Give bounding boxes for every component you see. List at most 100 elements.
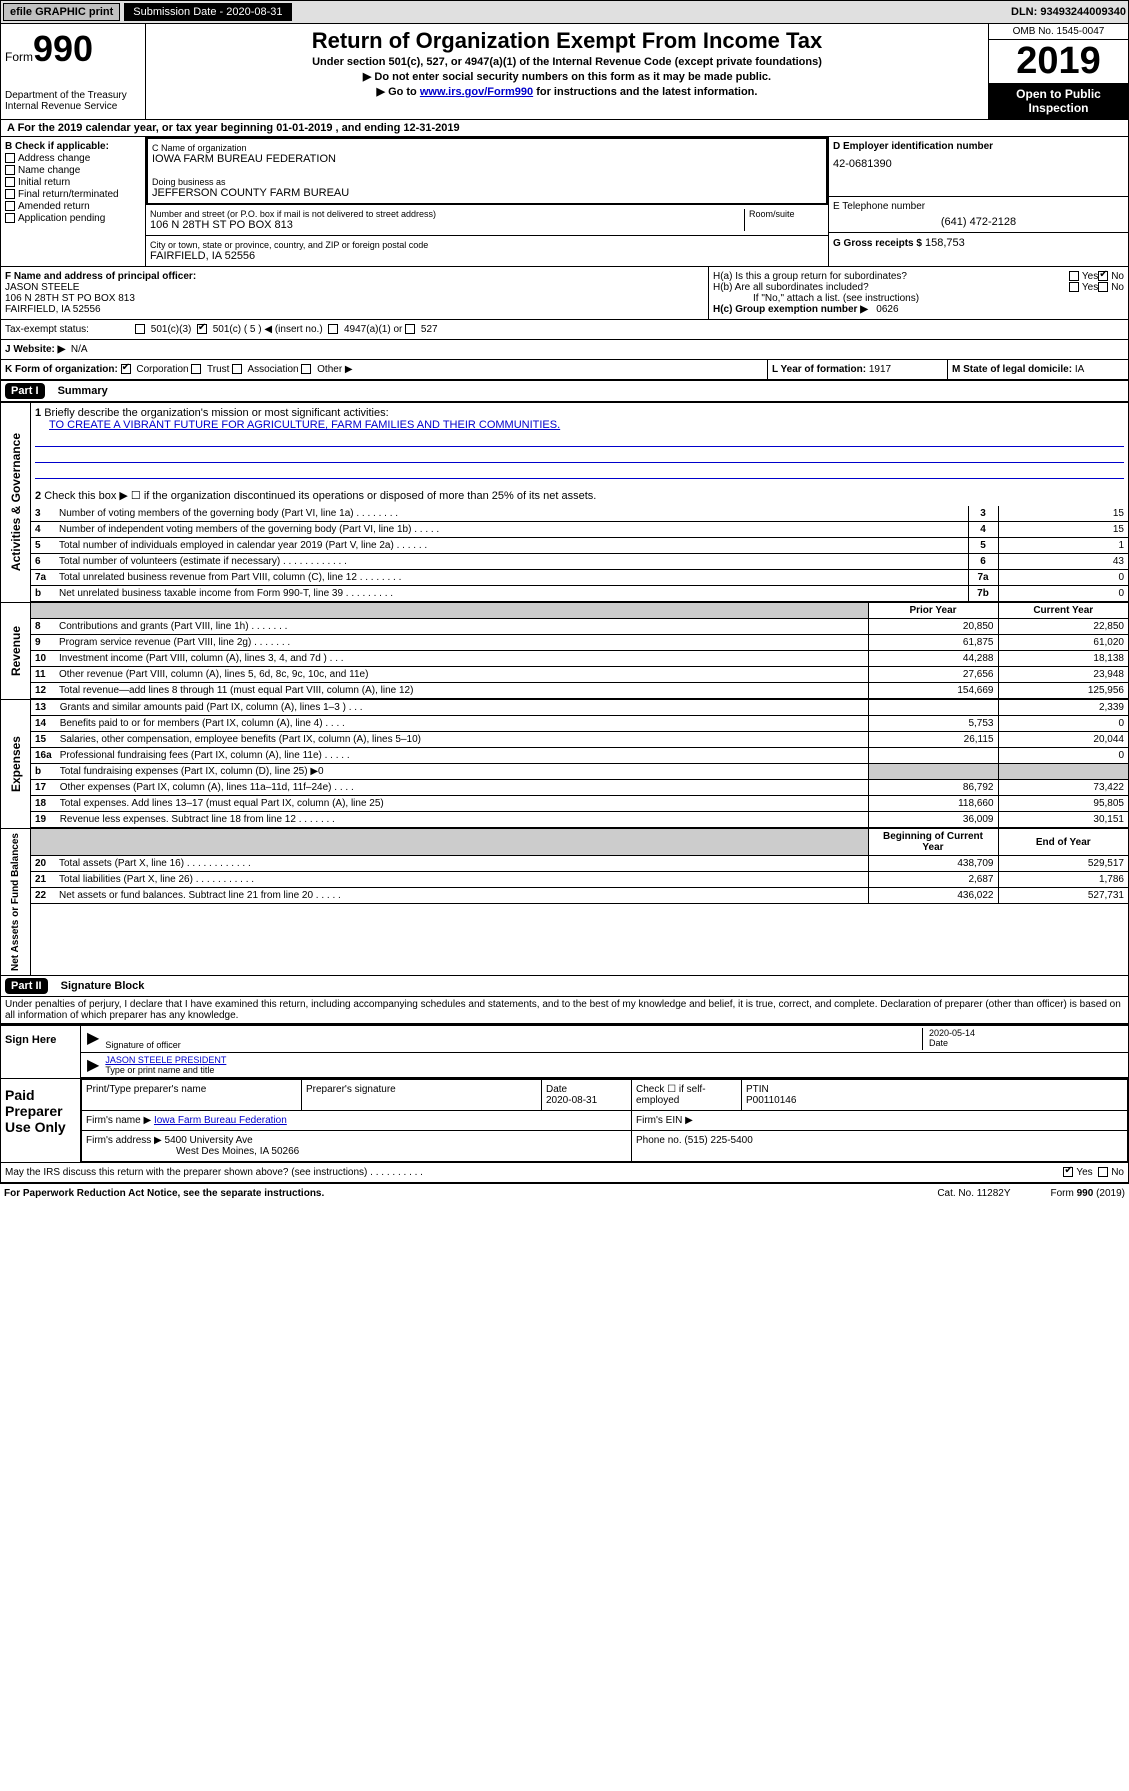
exp-table: 13 Grants and similar amounts paid (Part… [31, 700, 1128, 828]
discuss-text: May the IRS discuss this return with the… [5, 1167, 423, 1178]
cb-assoc[interactable]: Association [232, 364, 298, 375]
hb-yes[interactable]: Yes [1069, 282, 1098, 293]
part1-subtitle: Summary [58, 385, 108, 397]
hb-label: H(b) Are all subordinates included? [713, 282, 1069, 293]
line-desc: Professional fundraising fees (Part IX, … [56, 748, 868, 764]
ptin: P00110146 [746, 1095, 1123, 1106]
row-website: J Website: ▶ N/A [0, 340, 1129, 360]
cb-corp[interactable]: Corporation [121, 364, 189, 375]
cb-name-change[interactable]: Name change [5, 165, 141, 176]
side-gov: Activities & Governance [7, 429, 25, 575]
cb-initial-return[interactable]: Initial return [5, 177, 141, 188]
q1-num: 1 [35, 407, 41, 419]
cb-trust[interactable]: Trust [191, 364, 229, 375]
line-desc: Benefits paid to or for members (Part IX… [56, 716, 868, 732]
m-label: M State of legal domicile: [952, 364, 1072, 375]
ha-no[interactable]: No [1098, 271, 1124, 282]
cb-amended-return[interactable]: Amended return [5, 201, 141, 212]
line-current: 30,151 [998, 812, 1128, 828]
hb-no[interactable]: No [1098, 282, 1124, 293]
sig-arrow2-icon: ▶ [87, 1055, 99, 1075]
line-num: 7a [31, 570, 55, 586]
line-val: 15 [998, 522, 1128, 538]
line-end: 527,731 [998, 888, 1128, 904]
line-box: 7a [968, 570, 998, 586]
efile-btn[interactable]: efile GRAPHIC print [3, 3, 120, 21]
line-box: 3 [968, 506, 998, 522]
line-num: 19 [31, 812, 56, 828]
self-emp-label[interactable]: Check ☐ if self-employed [636, 1084, 737, 1106]
open-public-badge: Open to Public Inspection [989, 83, 1128, 119]
line-num: 11 [31, 667, 55, 683]
cb-501c[interactable]: 501(c) ( 5 ) ◀ (insert no.) [197, 324, 323, 335]
sig-officer-label: Signature of officer [105, 1040, 922, 1050]
line-current: 23,948 [998, 667, 1128, 683]
line-end: 529,517 [998, 856, 1128, 872]
side-net: Net Assets or Fund Balances [8, 829, 23, 975]
discuss-yes[interactable]: Yes [1063, 1167, 1092, 1178]
line-desc: Total expenses. Add lines 13–17 (must eq… [56, 796, 868, 812]
line-desc: Net unrelated business taxable income fr… [55, 586, 968, 602]
line-desc: Total liabilities (Part X, line 26) . . … [55, 872, 868, 888]
j-val: N/A [71, 344, 88, 355]
line-current: 0 [998, 748, 1128, 764]
cb-527[interactable]: 527 [405, 324, 437, 335]
cb-501c3[interactable]: 501(c)(3) [135, 324, 191, 335]
line-prior: 154,669 [868, 683, 998, 699]
line-desc: Total fundraising expenses (Part IX, col… [56, 764, 868, 780]
cb-other[interactable]: Other ▶ [301, 364, 352, 375]
firm-name[interactable]: Iowa Farm Bureau Federation [154, 1115, 287, 1126]
firm-addr2: West Des Moines, IA 50266 [176, 1146, 299, 1157]
perjury-text: Under penalties of perjury, I declare th… [1, 997, 1128, 1023]
form-title: Return of Organization Exempt From Incom… [150, 28, 984, 54]
line-num: b [31, 764, 56, 780]
net-table: Beginning of Current Year End of Year20 … [31, 829, 1128, 904]
rev-table: Prior Year Current Year8 Contributions a… [31, 603, 1128, 699]
prep-date: 2020-08-31 [546, 1095, 627, 1106]
line-current: 125,956 [998, 683, 1128, 699]
k-label: K Form of organization: [5, 364, 118, 375]
row-tax-status: Tax-exempt status: 501(c)(3) 501(c) ( 5 … [0, 320, 1129, 340]
line-num: 12 [31, 683, 55, 699]
line-begin: 2,687 [868, 872, 998, 888]
dln: DLN: 93493244009340 [1011, 6, 1126, 18]
l-label: L Year of formation: [772, 364, 866, 375]
c-name: IOWA FARM BUREAU FEDERATION [152, 153, 822, 165]
line-num: 17 [31, 780, 56, 796]
line-val: 15 [998, 506, 1128, 522]
form-number: 990 [33, 28, 93, 69]
row-a-tax-year: A For the 2019 calendar year, or tax yea… [0, 120, 1129, 137]
form990-link[interactable]: www.irs.gov/Form990 [420, 86, 533, 98]
cb-final-return[interactable]: Final return/terminated [5, 189, 141, 200]
cb-4947[interactable]: 4947(a)(1) or [328, 324, 402, 335]
note2-pre: ▶ Go to [377, 86, 420, 98]
line-prior: 5,753 [868, 716, 998, 732]
firm-addr1: 5400 University Ave [165, 1135, 253, 1146]
cb-application-pending[interactable]: Application pending [5, 213, 141, 224]
line-prior [868, 748, 998, 764]
line-desc: Total revenue—add lines 8 through 11 (mu… [55, 683, 868, 699]
line-desc: Total unrelated business revenue from Pa… [55, 570, 968, 586]
line-box: 5 [968, 538, 998, 554]
f-addr1: 106 N 28TH ST PO BOX 813 [5, 293, 704, 304]
dept-label: Department of the Treasury Internal Reve… [5, 90, 141, 112]
part2-header: Part II [5, 978, 48, 994]
footer: For Paperwork Reduction Act Notice, see … [0, 1183, 1129, 1203]
col-end: End of Year [998, 829, 1128, 856]
row-klm: K Form of organization: Corporation Trus… [0, 360, 1129, 381]
hc-val: 0626 [876, 304, 898, 315]
line-begin: 438,709 [868, 856, 998, 872]
ha-yes[interactable]: Yes [1069, 271, 1098, 282]
discuss-no[interactable]: No [1098, 1167, 1124, 1178]
c-room-label: Room/suite [749, 209, 824, 219]
line-num: 4 [31, 522, 55, 538]
paid-preparer-section: Paid Preparer Use Only Print/Type prepar… [0, 1079, 1129, 1183]
line-num: 20 [31, 856, 55, 872]
sig-arrow-icon: ▶ [87, 1028, 99, 1050]
cat-no: Cat. No. 11282Y [937, 1188, 1010, 1199]
line-prior [868, 700, 998, 716]
line-num: 5 [31, 538, 55, 554]
c-dba-label: Doing business as [152, 177, 822, 187]
line-current: 73,422 [998, 780, 1128, 796]
cb-address-change[interactable]: Address change [5, 153, 141, 164]
